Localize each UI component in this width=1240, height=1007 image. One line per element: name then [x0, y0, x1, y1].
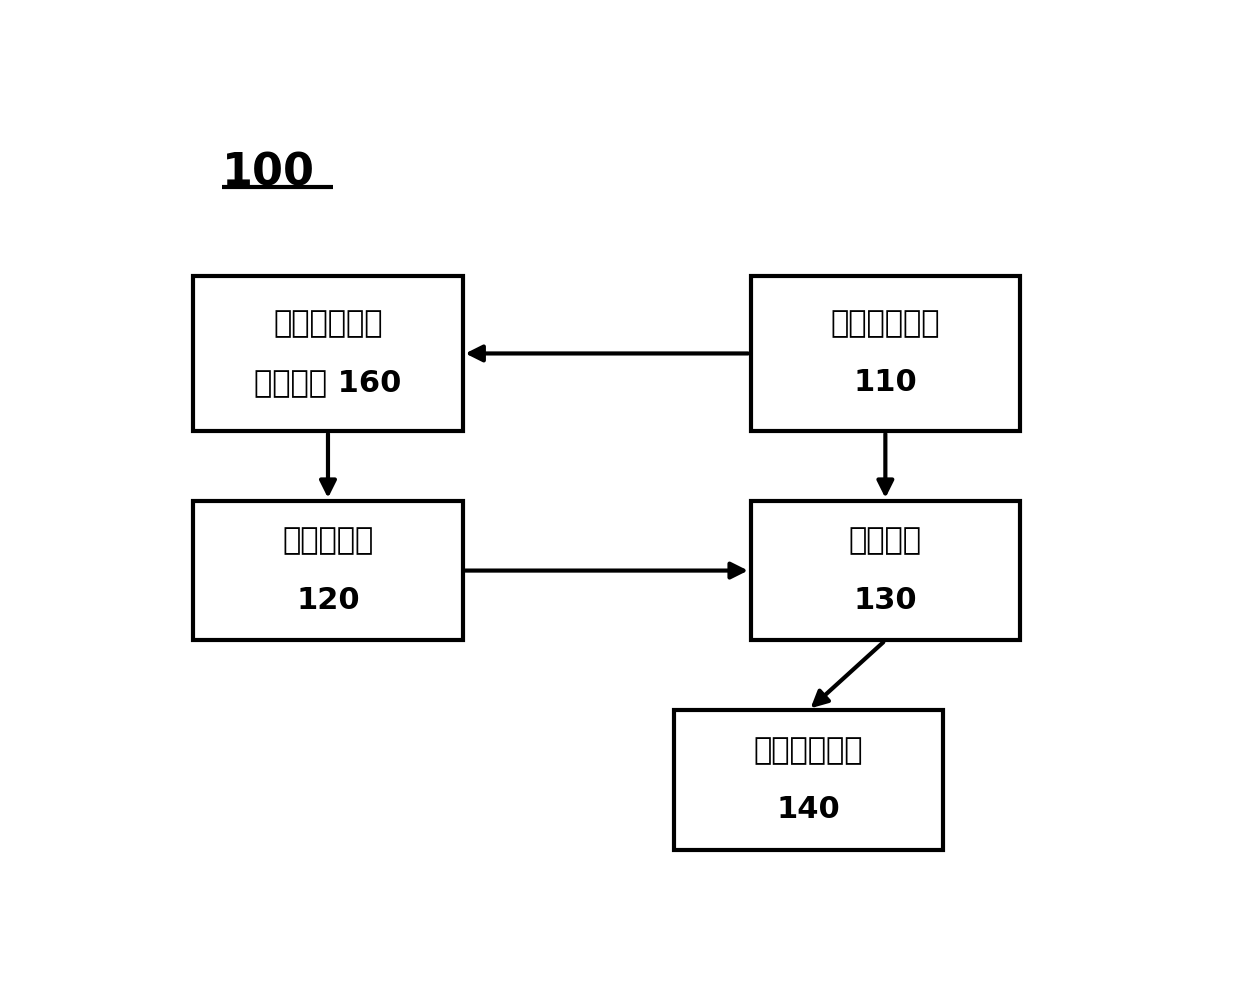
- FancyBboxPatch shape: [193, 500, 463, 640]
- Text: 130: 130: [853, 585, 918, 614]
- Text: 存储组件 160: 存储组件 160: [254, 369, 402, 398]
- FancyBboxPatch shape: [193, 276, 463, 431]
- Text: 打分组件: 打分组件: [849, 527, 921, 556]
- Text: 140: 140: [776, 795, 841, 824]
- FancyBboxPatch shape: [751, 276, 1019, 431]
- Text: 110: 110: [853, 369, 918, 398]
- Text: 120: 120: [296, 585, 360, 614]
- Text: 流量分类组件: 流量分类组件: [831, 309, 940, 338]
- Text: 数据报文分类: 数据报文分类: [273, 309, 383, 338]
- Text: 100: 100: [222, 152, 315, 195]
- FancyBboxPatch shape: [751, 500, 1019, 640]
- FancyBboxPatch shape: [675, 710, 944, 850]
- Text: 异常判定组件: 异常判定组件: [754, 736, 863, 765]
- Text: 自学习组件: 自学习组件: [283, 527, 373, 556]
